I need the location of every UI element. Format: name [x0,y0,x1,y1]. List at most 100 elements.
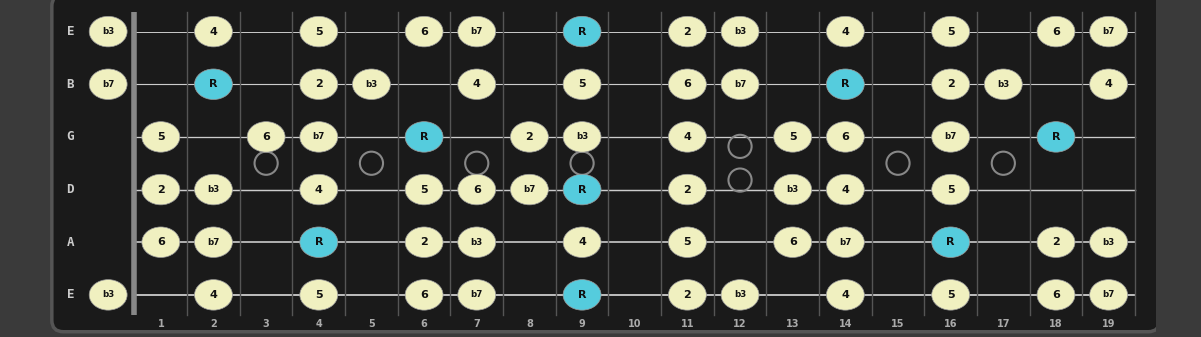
Text: 5: 5 [157,132,165,142]
Text: b7: b7 [524,185,536,194]
Text: 2: 2 [946,79,955,89]
Text: 4: 4 [315,185,323,194]
Text: 15: 15 [891,319,904,329]
Text: b3: b3 [102,27,114,36]
Text: b3: b3 [734,290,746,299]
Ellipse shape [563,122,600,152]
Text: b3: b3 [471,238,483,247]
Ellipse shape [300,69,337,99]
Text: E: E [66,288,74,301]
Ellipse shape [458,280,496,310]
Text: A: A [66,236,74,249]
Text: 2: 2 [683,185,692,194]
Ellipse shape [932,16,969,47]
Text: b3: b3 [997,80,1010,89]
Ellipse shape [195,280,233,310]
Text: 8: 8 [526,319,533,329]
Ellipse shape [142,174,180,205]
Ellipse shape [89,16,127,47]
Text: 2: 2 [157,185,165,194]
Text: b3: b3 [787,185,799,194]
Ellipse shape [826,227,865,257]
Ellipse shape [932,174,969,205]
Ellipse shape [405,122,443,152]
Ellipse shape [563,174,600,205]
Text: 6: 6 [683,79,692,89]
Text: 2: 2 [210,319,217,329]
Ellipse shape [458,227,496,257]
Text: 6: 6 [420,290,428,300]
Ellipse shape [1036,122,1075,152]
Ellipse shape [932,122,969,152]
Text: 6: 6 [789,237,796,247]
Text: 2: 2 [315,79,323,89]
Text: 4: 4 [316,319,322,329]
Text: 5: 5 [420,185,428,194]
Ellipse shape [563,280,600,310]
Ellipse shape [721,16,759,47]
Ellipse shape [669,122,706,152]
Text: 10: 10 [628,319,641,329]
Ellipse shape [458,16,496,47]
Ellipse shape [458,69,496,99]
Text: 5: 5 [578,79,586,89]
Ellipse shape [352,69,390,99]
Text: b7: b7 [944,132,957,142]
Ellipse shape [89,69,127,99]
Text: 2: 2 [683,290,692,300]
Ellipse shape [985,69,1022,99]
Ellipse shape [195,227,233,257]
Text: 5: 5 [789,132,796,142]
Text: b3: b3 [734,27,746,36]
Text: 2: 2 [683,27,692,37]
Text: 6: 6 [1052,27,1060,37]
Ellipse shape [195,174,233,205]
Ellipse shape [826,122,865,152]
Ellipse shape [669,227,706,257]
Ellipse shape [669,16,706,47]
Text: 6: 6 [473,185,480,194]
Ellipse shape [89,280,127,310]
Text: b3: b3 [1103,238,1115,247]
Text: 17: 17 [997,319,1010,329]
Text: G: G [66,130,74,144]
Text: 6: 6 [1052,290,1060,300]
Text: b7: b7 [471,290,483,299]
Text: 5: 5 [683,237,692,247]
Text: 6: 6 [157,237,165,247]
Ellipse shape [405,174,443,205]
Ellipse shape [563,16,600,47]
Ellipse shape [300,16,337,47]
Text: R: R [315,237,323,247]
Ellipse shape [932,69,969,99]
Ellipse shape [773,227,812,257]
Text: 12: 12 [734,319,747,329]
Ellipse shape [300,174,337,205]
Text: b7: b7 [102,80,114,89]
Ellipse shape [142,227,180,257]
Ellipse shape [195,16,233,47]
Text: D: D [66,183,74,196]
Ellipse shape [1089,227,1128,257]
Text: 4: 4 [842,185,849,194]
Text: 6: 6 [842,132,849,142]
Text: E: E [66,25,74,38]
Ellipse shape [932,227,969,257]
Text: 4: 4 [842,27,849,37]
Text: 5: 5 [946,185,955,194]
Text: 6: 6 [420,319,428,329]
Text: 16: 16 [944,319,957,329]
Text: b7: b7 [312,132,325,142]
Ellipse shape [563,69,600,99]
Ellipse shape [826,16,865,47]
Text: 4: 4 [578,237,586,247]
Ellipse shape [826,174,865,205]
Text: b3: b3 [208,185,220,194]
Text: R: R [1052,132,1060,142]
Text: b7: b7 [471,27,483,36]
Text: 6: 6 [262,132,270,142]
Text: b3: b3 [576,132,588,142]
Ellipse shape [1089,280,1128,310]
Text: 2: 2 [526,132,533,142]
Ellipse shape [773,174,812,205]
